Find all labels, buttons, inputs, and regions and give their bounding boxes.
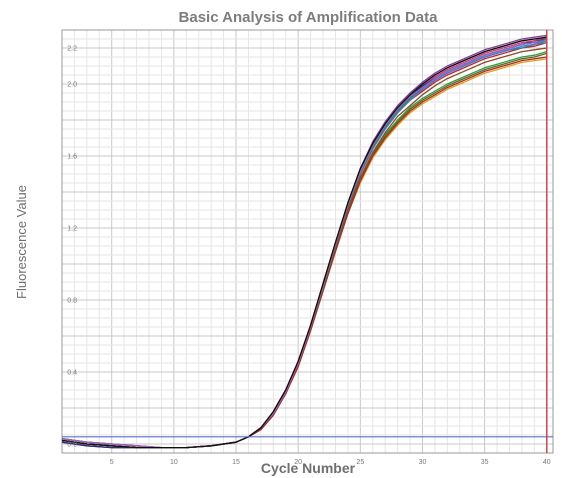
x-axis-ticks: 5 10 15 20 25 30 35 40: [110, 459, 551, 466]
series-line-1: [61, 38, 547, 449]
x-tick-label: 15: [232, 459, 240, 466]
y-tick-label: 2.2: [67, 46, 77, 53]
x-tick-label: 40: [543, 459, 551, 466]
series-line-14: [61, 38, 547, 449]
y-tick-label: 0.8: [67, 298, 77, 305]
x-tick-label: 20: [294, 459, 302, 466]
series-line-13: [61, 56, 547, 449]
y-tick-label: 1.2: [67, 226, 77, 233]
y-tick-label: 0.4: [67, 370, 77, 377]
x-tick-label: 25: [356, 459, 364, 466]
series-line-11: [61, 36, 547, 449]
y-axis-ticks: 0.0 0.4 0.8 1.2 1.6 2.0 2.2: [67, 46, 77, 449]
series-line-16: [61, 36, 547, 449]
series-line-7: [61, 36, 547, 449]
series-line-10: [61, 47, 547, 449]
series-line-8: [61, 52, 547, 449]
series-line-4: [61, 34, 547, 449]
x-tick-label: 35: [481, 459, 489, 466]
y-tick-label: 1.6: [67, 154, 77, 161]
y-axis-title: Fluorescence Value: [14, 185, 29, 299]
x-axis-title: Cycle Number: [261, 460, 356, 476]
series-line-5: [61, 58, 547, 449]
x-tick-label: 10: [170, 459, 178, 466]
y-tick-label: 0.0: [67, 442, 77, 449]
x-tick-label: 5: [110, 459, 114, 466]
plot-frame: [61, 29, 554, 454]
chart-title: Basic Analysis of Amplification Data: [179, 9, 439, 26]
series-lines: [61, 34, 547, 449]
x-tick-label: 30: [419, 459, 427, 466]
series-line-6: [61, 41, 547, 449]
grid: [61, 29, 553, 453]
series-line-2: [61, 41, 547, 449]
y-tick-label: 2.0: [67, 82, 77, 89]
